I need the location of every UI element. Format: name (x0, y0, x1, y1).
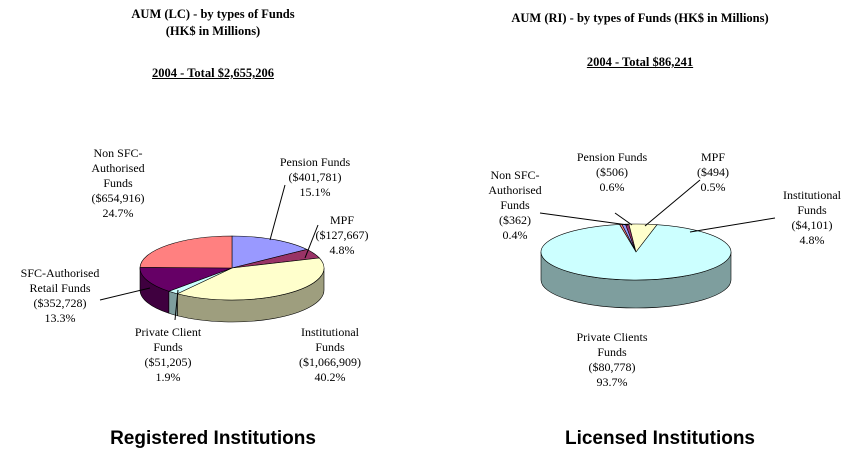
slice-label: Non SFC- Authorised Funds ($654,916) 24.7% (91, 146, 144, 221)
slice-label: Pension Funds ($506) 0.6% (577, 150, 647, 195)
leader-line (614, 212, 633, 226)
chart-title: AUM (LC) - by types of Funds (HK$ in Mil… (131, 7, 295, 38)
slice-name: Institutional Funds (301, 325, 359, 354)
slice-label: MPF ($127,667) 4.8% (316, 213, 369, 258)
slice-label: Pension Funds ($401,781) 15.1% (280, 155, 350, 200)
pie-slice (231, 235, 308, 269)
slice-share: 4.8% (329, 243, 355, 257)
chart-title: AUM (RI) - by types of Funds (HK$ in Mil… (511, 11, 769, 25)
slice-name: SFC-Authorised Retail Funds (20, 266, 100, 295)
slice-label: Private Clients Funds ($80,778) 93.7% (577, 330, 648, 390)
slice-share: 93.7% (596, 375, 628, 389)
pie-tops (540, 223, 732, 281)
slice-value: ($654,916) (91, 191, 145, 205)
slice-share: 15.1% (299, 185, 331, 199)
slice-share: 40.2% (314, 370, 346, 384)
leader-line (539, 212, 629, 226)
slice-value: ($4,101) (791, 218, 833, 232)
pie-slice (139, 235, 233, 269)
slice-name: Institutional Funds (783, 188, 841, 217)
leader-line (689, 217, 776, 233)
leader-line (644, 179, 701, 227)
slice-value: ($127,667) (315, 228, 369, 242)
slice-value: ($352,728) (33, 296, 87, 310)
pie-slice (176, 257, 325, 301)
slice-label: Non SFC- Authorised Funds ($362) 0.4% (488, 168, 541, 243)
pie-slice (139, 267, 233, 292)
slice-share: 0.5% (700, 180, 726, 194)
slice-value: ($80,778) (588, 360, 636, 374)
slice-label: MPF ($494) 0.5% (697, 150, 729, 195)
slice-label: Institutional Funds ($1,066,909) 40.2% (299, 325, 361, 385)
slice-name: MPF (329, 213, 355, 227)
slice-name: Private Client Funds (134, 325, 202, 354)
slice-value: ($51,205) (144, 355, 192, 369)
leader-line (304, 224, 319, 259)
chart-subtitle: 2004 - Total $86,241 (586, 55, 694, 69)
chart-caption: Licensed Institutions (564, 428, 756, 449)
slice-value: ($401,781) (288, 170, 342, 184)
pie-tops (139, 235, 325, 301)
slice-share: 1.9% (155, 370, 181, 384)
slice-name: MPF (700, 150, 726, 164)
slice-value: ($362) (498, 213, 531, 227)
leader-line (269, 184, 286, 241)
slice-value: ($494) (697, 165, 729, 179)
pie (139, 235, 325, 323)
slice-name: Non SFC- Authorised Funds (488, 168, 542, 212)
slice-label: Private Client Funds ($51,205) 1.9% (135, 325, 201, 385)
slice-name: Private Clients Funds (576, 330, 648, 359)
chart-subtitle: 2004 - Total $2,655,206 (152, 66, 274, 80)
slice-value: ($506) (595, 165, 628, 179)
slice-label: SFC-Authorised Retail Funds ($352,728) 13.… (21, 266, 100, 326)
slice-label: Institutional Funds ($4,101) 4.8% (783, 188, 841, 248)
slice-share: 24.7% (102, 206, 134, 220)
slice-name: Pension Funds (576, 150, 648, 164)
slice-share: 4.8% (799, 233, 825, 247)
slice-name: Pension Funds (279, 155, 351, 169)
pie (540, 223, 732, 309)
slice-value: ($1,066,909) (299, 355, 361, 369)
pie-slice (540, 224, 732, 281)
leader-line (174, 289, 179, 321)
leader-line (99, 287, 151, 301)
slice-share: 0.6% (599, 180, 625, 194)
slice-name: Non SFC- Authorised Funds (91, 146, 145, 190)
chart-caption: Registered Institutions (110, 428, 316, 449)
slice-share: 13.3% (44, 311, 76, 325)
slice-share: 0.4% (502, 228, 528, 242)
